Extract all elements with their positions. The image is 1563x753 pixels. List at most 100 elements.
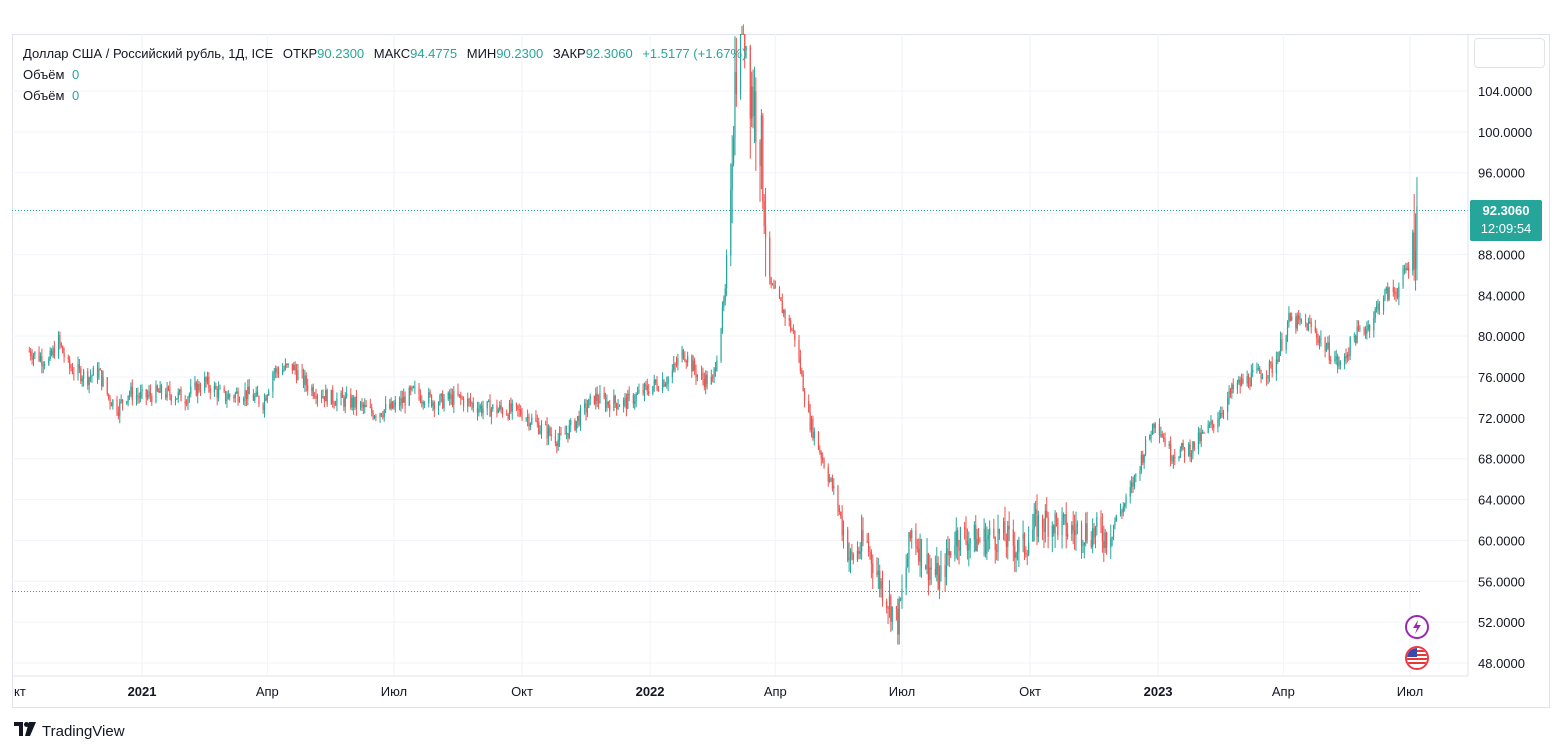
volume-legend-2[interactable]: Объём 0: [23, 88, 79, 104]
lightning-icon[interactable]: [1405, 615, 1429, 639]
candle-body: [535, 417, 537, 422]
candle-body: [1260, 373, 1262, 379]
candle-body: [1028, 541, 1030, 555]
price-tick-label: 48.0000: [1478, 656, 1525, 671]
candle-body: [383, 409, 385, 417]
candle-body: [145, 389, 147, 398]
candle-body: [661, 380, 664, 391]
candle-body: [50, 350, 53, 356]
price-tick-label: 76.0000: [1478, 370, 1525, 385]
candle-body: [632, 394, 634, 404]
candle-body: [238, 401, 241, 403]
scale-settings-button[interactable]: [1474, 38, 1545, 68]
candle-body: [609, 404, 611, 411]
candle-body: [1405, 268, 1407, 271]
candle-body: [794, 330, 796, 341]
candle-body: [547, 427, 550, 439]
candle-body: [703, 378, 705, 387]
candle-body: [276, 368, 278, 372]
candle-body: [390, 401, 392, 409]
symbol-title[interactable]: Доллар США / Российский рубль, 1Д, ICE: [23, 46, 274, 61]
candle-body: [1085, 523, 1087, 543]
tradingview-brand[interactable]: TradingView: [14, 722, 125, 740]
us-flag-icon[interactable]: [1405, 646, 1429, 670]
candle-body: [760, 115, 763, 166]
candle-body: [784, 310, 786, 319]
candle-body: [577, 416, 579, 421]
candle-body: [510, 403, 512, 412]
candle-body: [156, 385, 158, 391]
candle-body: [700, 373, 703, 375]
candle-body: [856, 550, 859, 560]
candle-body: [1149, 434, 1151, 440]
volume-legend[interactable]: Объём 0: [23, 67, 79, 83]
candle-body: [373, 416, 376, 419]
candle-body: [979, 540, 981, 542]
candle-body: [447, 392, 449, 400]
candle-body: [1324, 338, 1326, 352]
candle-body: [179, 389, 181, 392]
candle-body: [1247, 376, 1250, 386]
candle-body: [1053, 525, 1055, 534]
close-value: 92.3060: [585, 46, 633, 61]
candle-body: [1236, 382, 1239, 390]
candle-body: [636, 392, 639, 395]
candle-body: [1111, 537, 1113, 539]
candle-body: [160, 385, 163, 395]
candle-body: [233, 396, 235, 398]
candle-body: [476, 408, 479, 413]
candle-body: [497, 409, 499, 413]
candle-body: [1384, 290, 1386, 299]
candle-body: [99, 369, 101, 371]
candle-body: [645, 384, 647, 386]
candle-body: [365, 405, 367, 407]
candle-body: [940, 565, 942, 575]
time-axis[interactable]: кт 2021 Апр Июл Окт 2022 Апр Июл Окт 2023 Апр Июл: [14, 684, 1423, 699]
candle-body: [1307, 321, 1309, 331]
candle-body: [1259, 368, 1261, 374]
candle-body: [1121, 511, 1123, 513]
candle-body: [1222, 412, 1225, 414]
candle-body: [78, 364, 81, 369]
candle-body: [847, 529, 849, 561]
candle-body: [1348, 354, 1350, 356]
candle-body: [554, 435, 557, 444]
candle-body: [595, 393, 597, 404]
candle-body: [1392, 287, 1394, 292]
candle-body: [957, 530, 959, 548]
candle-body: [507, 414, 509, 419]
candle-body: [1275, 359, 1277, 373]
candle-body: [642, 389, 644, 394]
price-axis[interactable]: 104.0000100.000096.000092.000088.000084.…: [1478, 84, 1532, 671]
candle-body: [603, 392, 605, 398]
candle-body: [429, 392, 431, 396]
candle-body: [1396, 295, 1399, 298]
candle-body: [302, 371, 305, 385]
candle-body: [1125, 496, 1127, 504]
candle-body: [890, 596, 892, 622]
candle-body: [1104, 532, 1106, 548]
candle-body: [131, 386, 133, 401]
candle-body: [31, 356, 33, 360]
candle-body: [837, 486, 839, 508]
candle-body: [852, 554, 854, 560]
candle-body: [323, 396, 325, 402]
candle-body: [557, 439, 559, 447]
candle-body: [62, 346, 64, 354]
candle-body: [1300, 318, 1303, 322]
candle-body: [227, 394, 229, 400]
candle-body: [197, 383, 199, 396]
price-tick-label: 72.0000: [1478, 411, 1525, 426]
candle-body: [1055, 513, 1058, 520]
candle-body: [1382, 298, 1385, 311]
candle-body: [1163, 437, 1165, 439]
candle-body: [536, 421, 538, 423]
candle-body: [30, 351, 32, 357]
candle-body: [1061, 517, 1063, 536]
candle-body: [336, 398, 338, 406]
candle-body: [604, 397, 607, 408]
time-tick-label: кт: [14, 684, 26, 699]
candle-body: [1257, 368, 1259, 370]
candle-body: [842, 529, 845, 536]
